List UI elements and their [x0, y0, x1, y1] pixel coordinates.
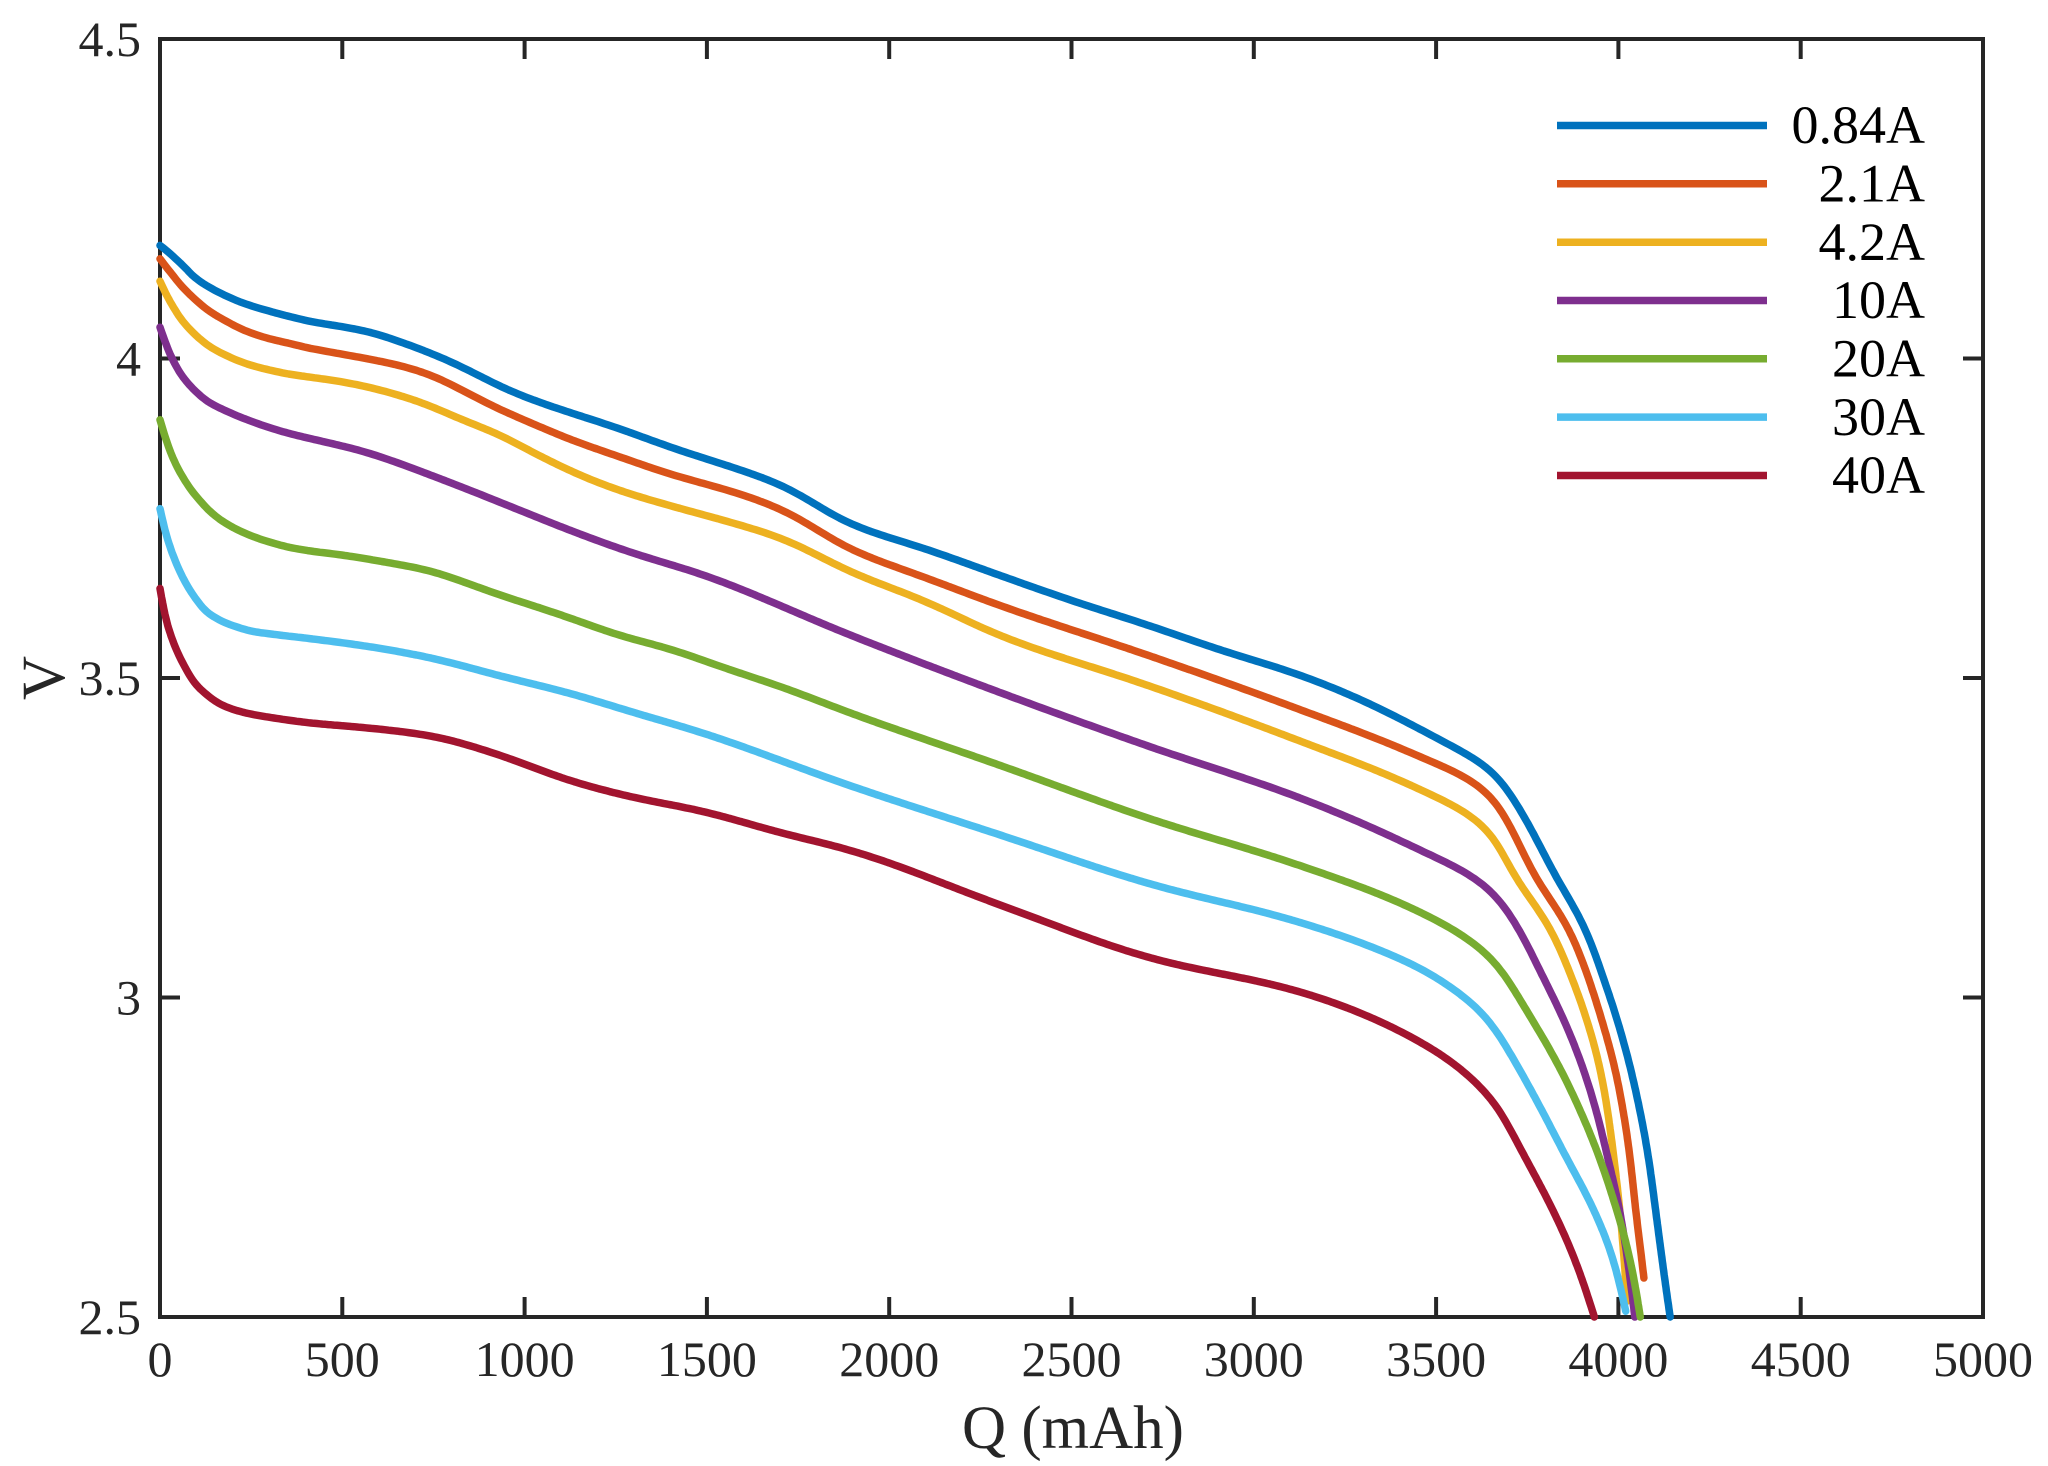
- svg-text:2.1A: 2.1A: [1819, 153, 1926, 213]
- svg-text:0: 0: [148, 1331, 173, 1387]
- svg-text:3000: 3000: [1204, 1331, 1304, 1387]
- svg-text:3: 3: [116, 970, 141, 1026]
- svg-text:1000: 1000: [475, 1331, 575, 1387]
- svg-text:Q (mAh): Q (mAh): [962, 1395, 1184, 1462]
- svg-text:0.84A: 0.84A: [1792, 95, 1926, 155]
- svg-text:3.5: 3.5: [79, 650, 142, 706]
- svg-text:V: V: [11, 656, 78, 700]
- svg-text:4.2A: 4.2A: [1819, 212, 1926, 272]
- svg-text:2.5: 2.5: [79, 1289, 142, 1345]
- svg-text:30A: 30A: [1832, 387, 1925, 447]
- svg-text:10A: 10A: [1832, 270, 1925, 330]
- svg-text:40A: 40A: [1832, 445, 1925, 505]
- svg-text:4.5: 4.5: [79, 11, 142, 67]
- svg-text:4: 4: [116, 331, 141, 387]
- svg-text:20A: 20A: [1832, 328, 1925, 388]
- svg-text:4500: 4500: [1751, 1331, 1851, 1387]
- svg-text:2000: 2000: [839, 1331, 939, 1387]
- svg-text:3500: 3500: [1386, 1331, 1486, 1387]
- svg-text:4000: 4000: [1568, 1331, 1668, 1387]
- svg-text:2500: 2500: [1022, 1331, 1122, 1387]
- svg-text:1500: 1500: [657, 1331, 757, 1387]
- svg-text:500: 500: [305, 1331, 380, 1387]
- svg-text:5000: 5000: [1933, 1331, 2033, 1387]
